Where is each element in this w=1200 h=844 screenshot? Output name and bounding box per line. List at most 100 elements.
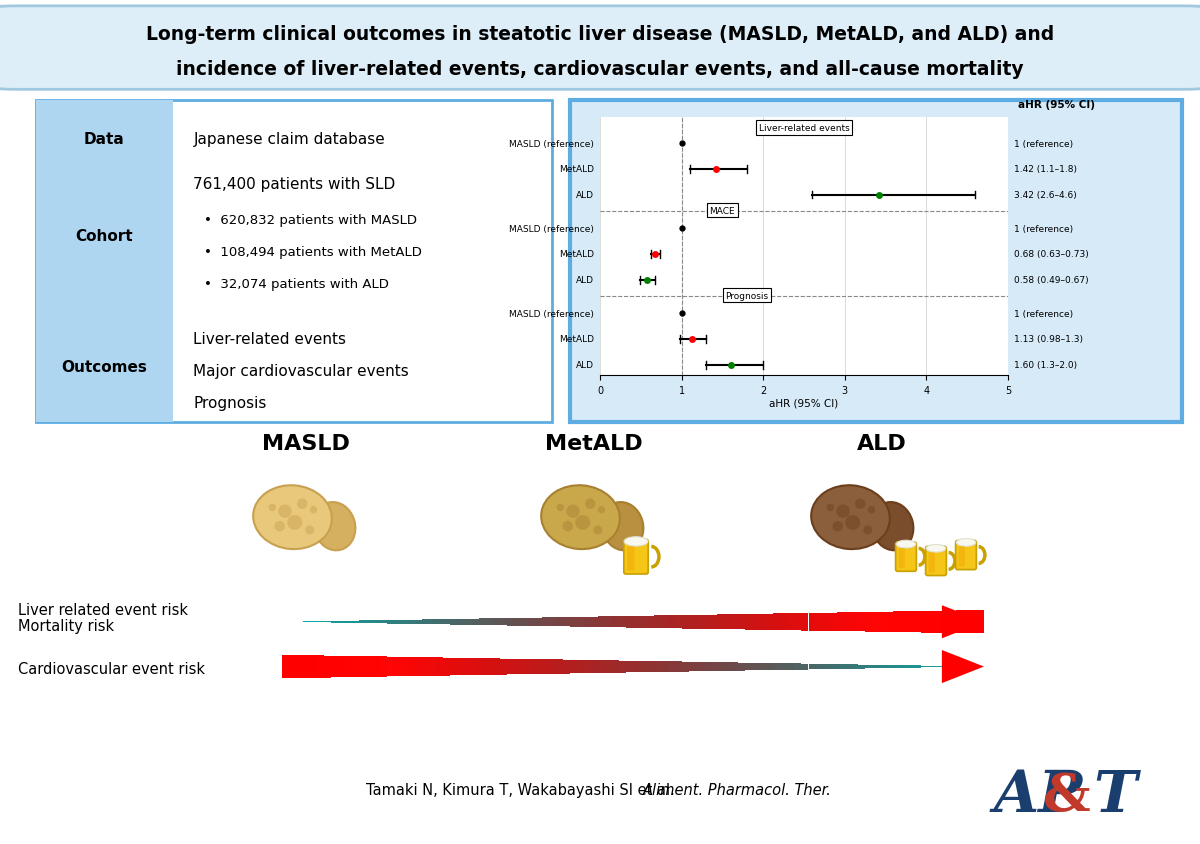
Bar: [682, 615, 689, 629]
Bar: [619, 661, 626, 673]
Bar: [36, 101, 173, 422]
Text: Cohort: Cohort: [76, 229, 133, 243]
Bar: [450, 619, 457, 625]
Circle shape: [593, 526, 602, 535]
Bar: [366, 657, 373, 677]
Bar: [970, 610, 977, 634]
Bar: [809, 613, 816, 631]
Bar: [492, 619, 499, 625]
Bar: [506, 619, 514, 625]
Bar: [836, 664, 844, 669]
Bar: [612, 616, 619, 628]
FancyBboxPatch shape: [899, 549, 905, 569]
Bar: [668, 662, 676, 672]
Text: 1 (reference): 1 (reference): [1014, 139, 1073, 149]
Bar: [780, 614, 787, 630]
Bar: [725, 663, 731, 671]
Bar: [457, 658, 464, 675]
Bar: [317, 621, 324, 623]
Text: MetALD: MetALD: [559, 165, 594, 174]
Bar: [408, 619, 415, 625]
Bar: [430, 619, 437, 625]
Bar: [725, 614, 731, 630]
Bar: [647, 661, 654, 673]
Bar: [450, 658, 457, 675]
Bar: [584, 660, 590, 674]
Circle shape: [845, 516, 860, 530]
Bar: [577, 660, 584, 674]
Ellipse shape: [858, 499, 888, 539]
Bar: [584, 617, 590, 627]
Circle shape: [305, 526, 314, 535]
Text: MASLD (reference): MASLD (reference): [509, 139, 594, 149]
Circle shape: [575, 516, 590, 530]
Bar: [598, 660, 605, 674]
Circle shape: [833, 522, 842, 532]
Circle shape: [863, 526, 872, 535]
Bar: [928, 611, 935, 633]
Polygon shape: [942, 650, 984, 684]
Bar: [844, 664, 851, 669]
Bar: [415, 657, 422, 676]
Bar: [401, 620, 408, 624]
Bar: [317, 656, 324, 678]
Text: Liver-related events: Liver-related events: [758, 124, 850, 133]
Bar: [430, 657, 437, 676]
Bar: [353, 657, 359, 677]
Bar: [760, 614, 767, 630]
Bar: [878, 665, 886, 668]
Bar: [794, 663, 802, 670]
Bar: [514, 618, 521, 626]
Bar: [956, 611, 962, 633]
Bar: [682, 662, 689, 672]
Bar: [437, 657, 444, 676]
Bar: [310, 621, 317, 623]
Bar: [535, 659, 541, 674]
Text: Long-term clinical outcomes in steatotic liver disease (MASLD, MetALD, and ALD) : Long-term clinical outcomes in steatotic…: [146, 24, 1054, 44]
Bar: [871, 665, 878, 668]
FancyBboxPatch shape: [0, 7, 1200, 90]
Bar: [886, 665, 893, 668]
Text: Prognosis: Prognosis: [193, 395, 266, 410]
Text: MetALD: MetALD: [559, 250, 594, 259]
Circle shape: [598, 506, 605, 514]
Bar: [858, 665, 865, 668]
Circle shape: [275, 522, 286, 532]
Bar: [590, 660, 598, 674]
Bar: [612, 661, 619, 673]
Bar: [844, 613, 851, 631]
Circle shape: [868, 506, 875, 514]
Bar: [942, 611, 949, 633]
Bar: [767, 663, 773, 670]
Bar: [928, 666, 935, 668]
Text: 1 (reference): 1 (reference): [1014, 309, 1073, 318]
Bar: [731, 663, 738, 671]
Text: MACE: MACE: [709, 206, 736, 215]
Bar: [886, 612, 893, 632]
Bar: [851, 613, 858, 631]
Bar: [816, 664, 822, 669]
Bar: [338, 656, 346, 678]
Bar: [668, 615, 676, 629]
Bar: [282, 655, 289, 679]
Bar: [373, 620, 380, 624]
Bar: [388, 620, 395, 624]
Circle shape: [278, 505, 292, 518]
Bar: [415, 619, 422, 625]
Bar: [296, 655, 304, 679]
Bar: [359, 657, 366, 677]
Bar: [380, 657, 388, 677]
Bar: [920, 666, 928, 668]
Bar: [556, 618, 563, 626]
Text: Japanese claim database: Japanese claim database: [193, 133, 385, 147]
Text: 761,400 patients with SLD: 761,400 patients with SLD: [193, 177, 396, 192]
Text: T: T: [1093, 767, 1136, 824]
FancyBboxPatch shape: [36, 101, 552, 422]
Bar: [731, 614, 738, 630]
Text: 1.13 (0.98–1.3): 1.13 (0.98–1.3): [1014, 335, 1084, 344]
Bar: [563, 660, 570, 674]
Bar: [752, 614, 760, 630]
Bar: [388, 657, 395, 677]
Bar: [346, 621, 353, 623]
Ellipse shape: [313, 502, 355, 550]
